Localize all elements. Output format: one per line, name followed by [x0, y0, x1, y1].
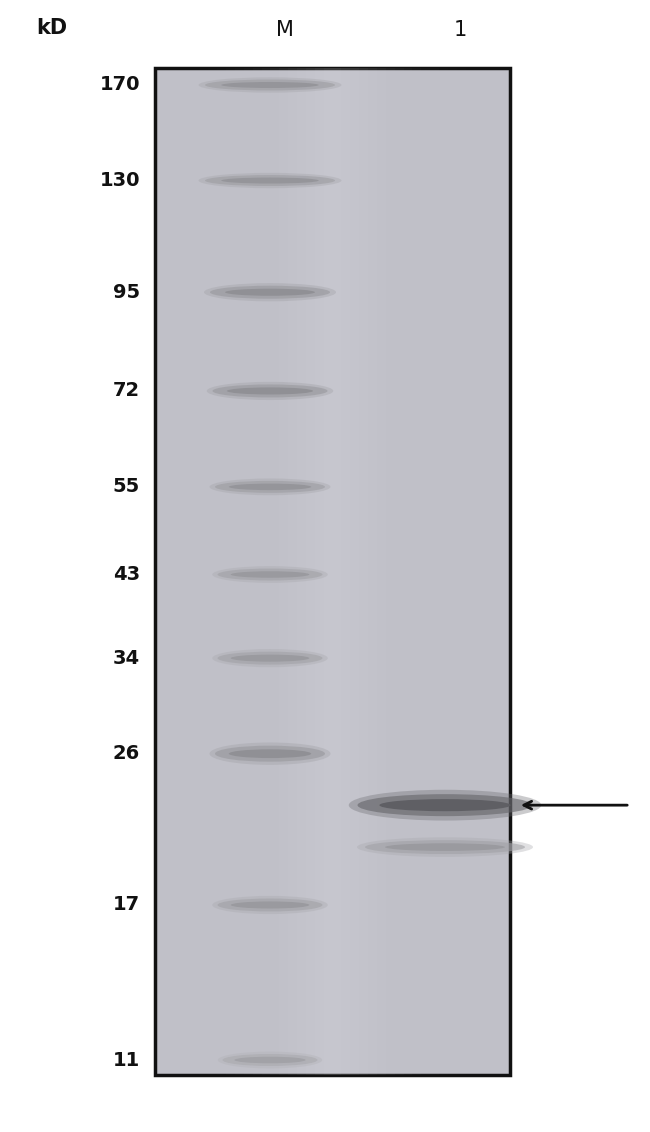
Ellipse shape: [213, 649, 328, 667]
Ellipse shape: [218, 568, 322, 581]
Ellipse shape: [365, 840, 525, 855]
Text: 34: 34: [113, 649, 140, 668]
Bar: [261, 68, 404, 1075]
Ellipse shape: [215, 746, 325, 762]
Ellipse shape: [227, 387, 313, 395]
Text: 72: 72: [113, 381, 140, 401]
Text: 55: 55: [112, 478, 140, 496]
Ellipse shape: [205, 175, 335, 186]
Bar: [324, 68, 341, 1075]
Bar: [155, 68, 510, 1075]
Ellipse shape: [358, 795, 532, 816]
Text: 43: 43: [113, 565, 140, 584]
Bar: [235, 68, 430, 1075]
Bar: [244, 68, 421, 1075]
Bar: [253, 68, 412, 1075]
Bar: [306, 68, 359, 1075]
Bar: [200, 68, 465, 1075]
Text: 11: 11: [112, 1050, 140, 1070]
Text: 130: 130: [99, 171, 140, 190]
Ellipse shape: [207, 381, 333, 400]
Ellipse shape: [218, 652, 322, 664]
Ellipse shape: [225, 289, 315, 295]
Ellipse shape: [229, 749, 311, 758]
Bar: [288, 68, 377, 1075]
Ellipse shape: [349, 790, 541, 821]
Ellipse shape: [209, 479, 330, 496]
Bar: [190, 68, 474, 1075]
Bar: [173, 68, 492, 1075]
Ellipse shape: [231, 901, 309, 909]
Ellipse shape: [229, 483, 311, 490]
Ellipse shape: [204, 283, 336, 301]
Bar: [208, 68, 457, 1075]
Bar: [181, 68, 484, 1075]
Ellipse shape: [218, 899, 322, 911]
Ellipse shape: [235, 1056, 306, 1063]
Ellipse shape: [222, 1054, 317, 1066]
Ellipse shape: [221, 178, 318, 183]
Bar: [155, 68, 510, 1075]
Text: 17: 17: [113, 895, 140, 915]
Ellipse shape: [210, 285, 330, 299]
Ellipse shape: [198, 77, 341, 93]
Ellipse shape: [218, 1052, 322, 1069]
Text: 26: 26: [112, 744, 140, 763]
Ellipse shape: [231, 654, 309, 662]
Bar: [217, 68, 448, 1075]
Bar: [226, 68, 439, 1075]
Text: 1: 1: [454, 20, 467, 40]
Ellipse shape: [231, 572, 309, 577]
Ellipse shape: [205, 79, 335, 91]
Ellipse shape: [198, 173, 341, 188]
Ellipse shape: [209, 743, 330, 765]
Text: M: M: [276, 20, 294, 40]
Bar: [164, 68, 501, 1075]
Ellipse shape: [385, 843, 505, 851]
Bar: [270, 68, 395, 1075]
Ellipse shape: [213, 895, 328, 914]
Ellipse shape: [221, 82, 318, 88]
Ellipse shape: [380, 799, 511, 812]
Bar: [280, 68, 385, 1075]
Bar: [315, 68, 350, 1075]
Ellipse shape: [215, 481, 325, 492]
Text: 170: 170: [99, 76, 140, 94]
Ellipse shape: [357, 838, 533, 857]
Ellipse shape: [213, 385, 328, 397]
Ellipse shape: [213, 566, 328, 583]
Text: kD: kD: [36, 18, 68, 38]
Text: 95: 95: [113, 283, 140, 302]
Bar: [297, 68, 368, 1075]
